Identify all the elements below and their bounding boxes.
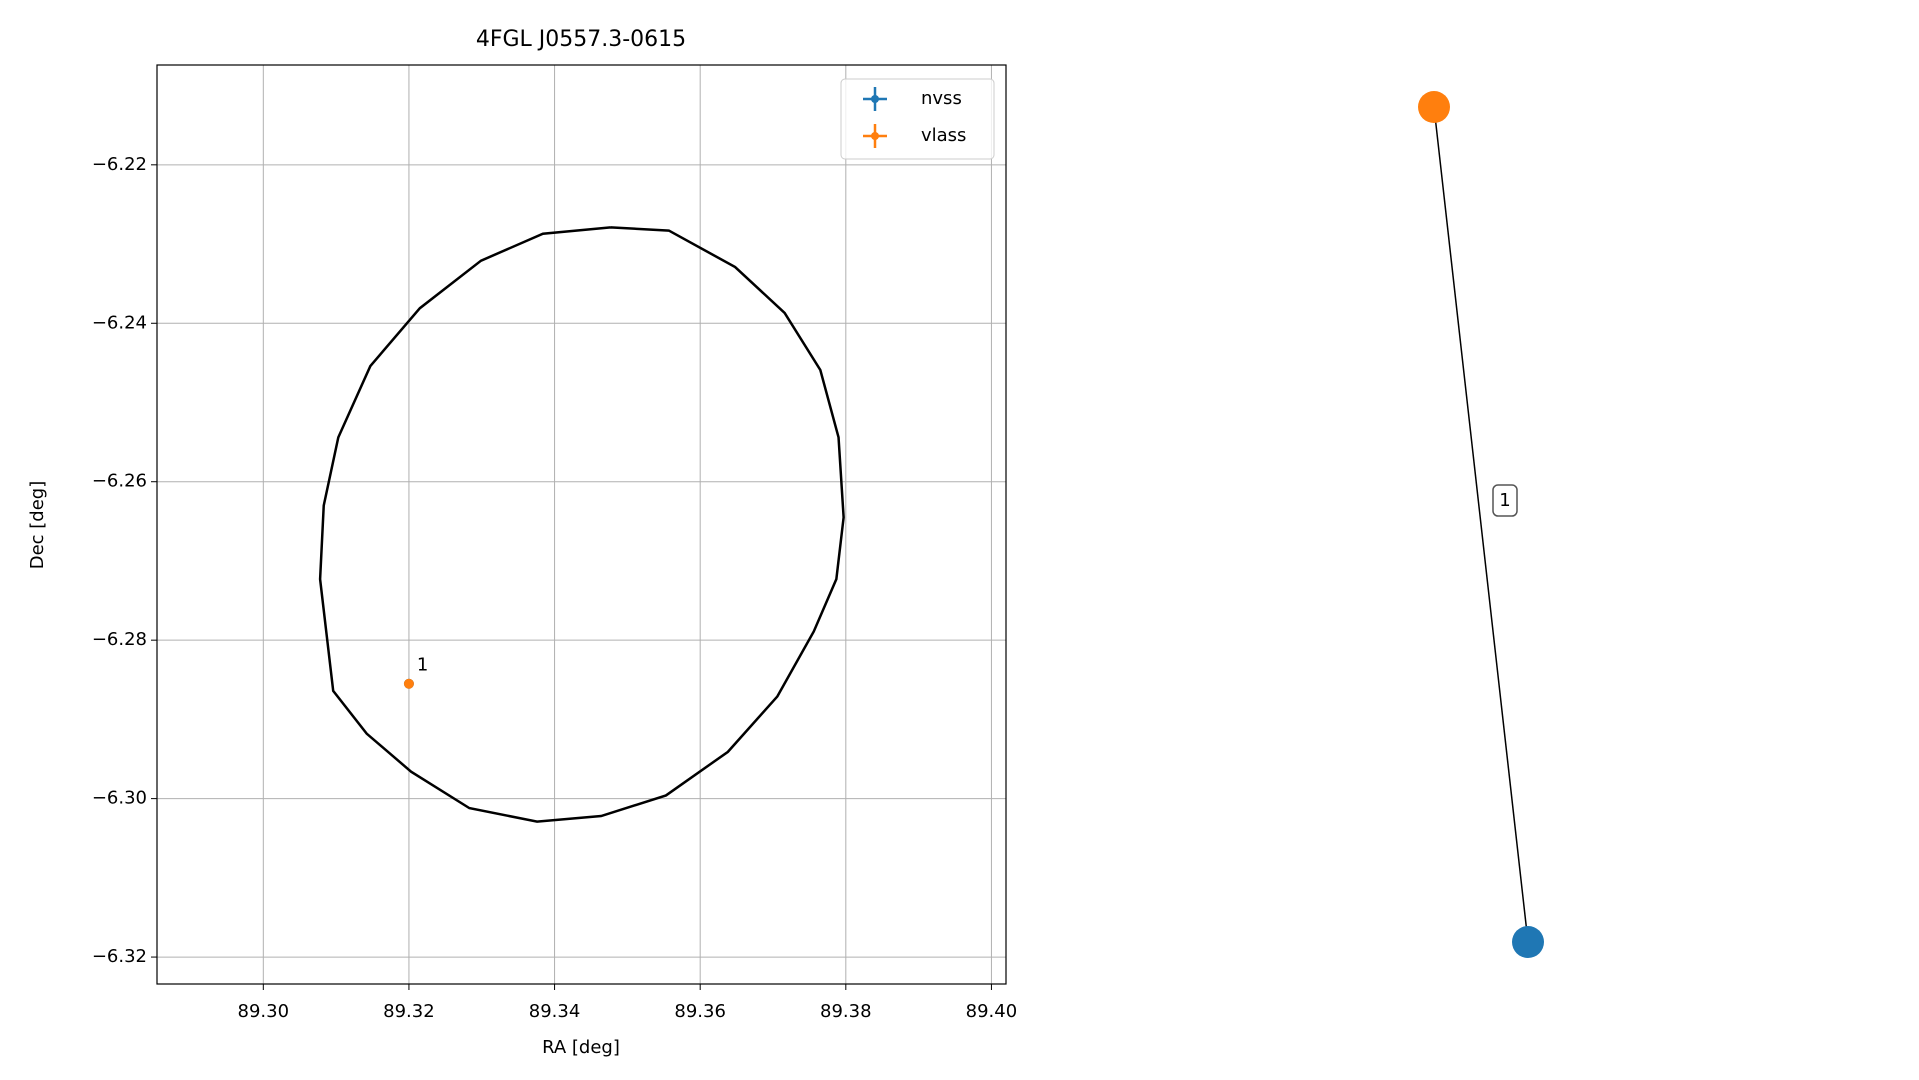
y-tick-label: −6.28 (92, 629, 147, 650)
plot-frame (156, 64, 1007, 985)
graph-edge (1433, 106, 1529, 943)
annotation: 1 (417, 655, 428, 676)
legend-label: nvss (921, 88, 962, 109)
y-tick-label: −6.32 (92, 946, 147, 967)
legend-box (840, 78, 995, 160)
y-axis-label: Dec [deg] (27, 481, 48, 570)
y-tick-label: −6.24 (92, 312, 147, 333)
graph-node (1418, 91, 1450, 123)
graph-node (1512, 926, 1544, 958)
x-tick-label: 89.38 (820, 1001, 872, 1022)
y-tick-label: −6.22 (92, 154, 147, 175)
point (403, 678, 414, 689)
x-axis-label: RA [deg] (542, 1037, 620, 1058)
x-tick-label: 89.30 (238, 1001, 290, 1022)
edge-label: 1 (1499, 490, 1510, 511)
legend-marker (871, 95, 879, 103)
ellipse (318, 226, 845, 823)
x-tick-label: 89.34 (529, 1001, 581, 1022)
chart-title: 4FGL J0557.3-0615 (476, 27, 686, 52)
legend-marker (871, 132, 879, 140)
y-tick-label: −6.26 (92, 471, 147, 492)
edge-label-box (1492, 484, 1518, 517)
x-tick-label: 89.32 (383, 1001, 435, 1022)
legend-label: vlass (921, 125, 966, 146)
x-tick-label: 89.40 (966, 1001, 1018, 1022)
x-tick-label: 89.36 (674, 1001, 726, 1022)
y-tick-label: −6.30 (92, 788, 147, 809)
